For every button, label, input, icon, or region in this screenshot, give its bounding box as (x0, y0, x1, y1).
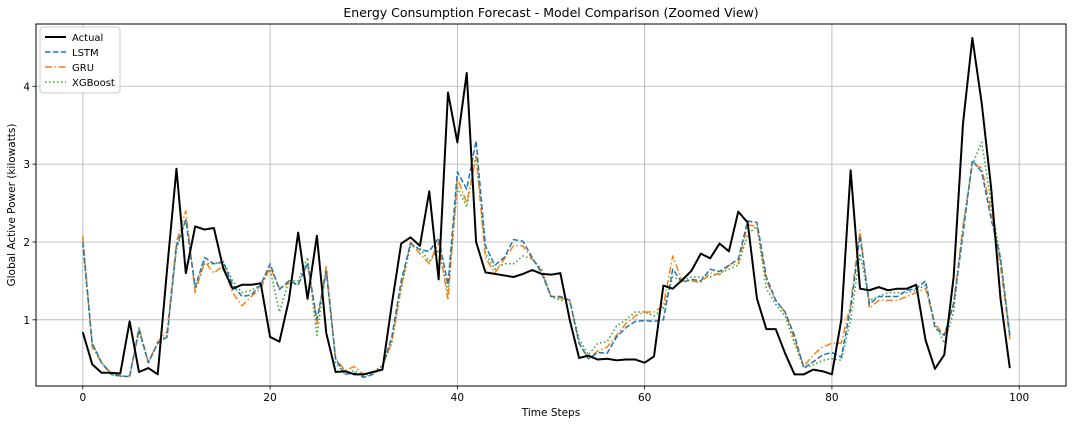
legend-label-xgboost: XGBoost (72, 78, 115, 89)
legend-box (39, 26, 121, 94)
x-tick-label: 60 (638, 392, 651, 404)
y-tick-label: 4 (23, 81, 30, 93)
y-axis-label: Global Active Power (kilowatts) (6, 124, 18, 287)
x-tick-label: 20 (263, 392, 276, 404)
x-tick-label: 0 (79, 392, 86, 404)
legend-label-gru: GRU (72, 63, 94, 74)
grid-lines (36, 24, 1066, 386)
x-tick-label: 100 (1009, 392, 1029, 404)
x-tick-label: 80 (825, 392, 838, 404)
axis-ticks: 0 20 40 60 80 100 1 2 3 4 (23, 81, 1029, 404)
chart-title: Energy Consumption Forecast - Model Comp… (343, 5, 758, 20)
legend-label-actual: Actual (72, 33, 103, 44)
y-tick-label: 3 (23, 159, 30, 171)
x-axis-label: Time Steps (521, 407, 580, 419)
series-line-actual (81, 37, 1011, 376)
y-tick-label: 2 (23, 237, 30, 249)
series-line-gru (82, 155, 1011, 378)
plot-frame (35, 23, 1067, 387)
legend: Actual LSTM GRU XGBoost (39, 26, 121, 94)
y-tick-label: 1 (23, 315, 30, 327)
series-lines (81, 37, 1011, 379)
legend-label-lstm: LSTM (72, 48, 99, 59)
series-line-lstm (82, 140, 1011, 379)
x-tick-label: 40 (451, 392, 464, 404)
